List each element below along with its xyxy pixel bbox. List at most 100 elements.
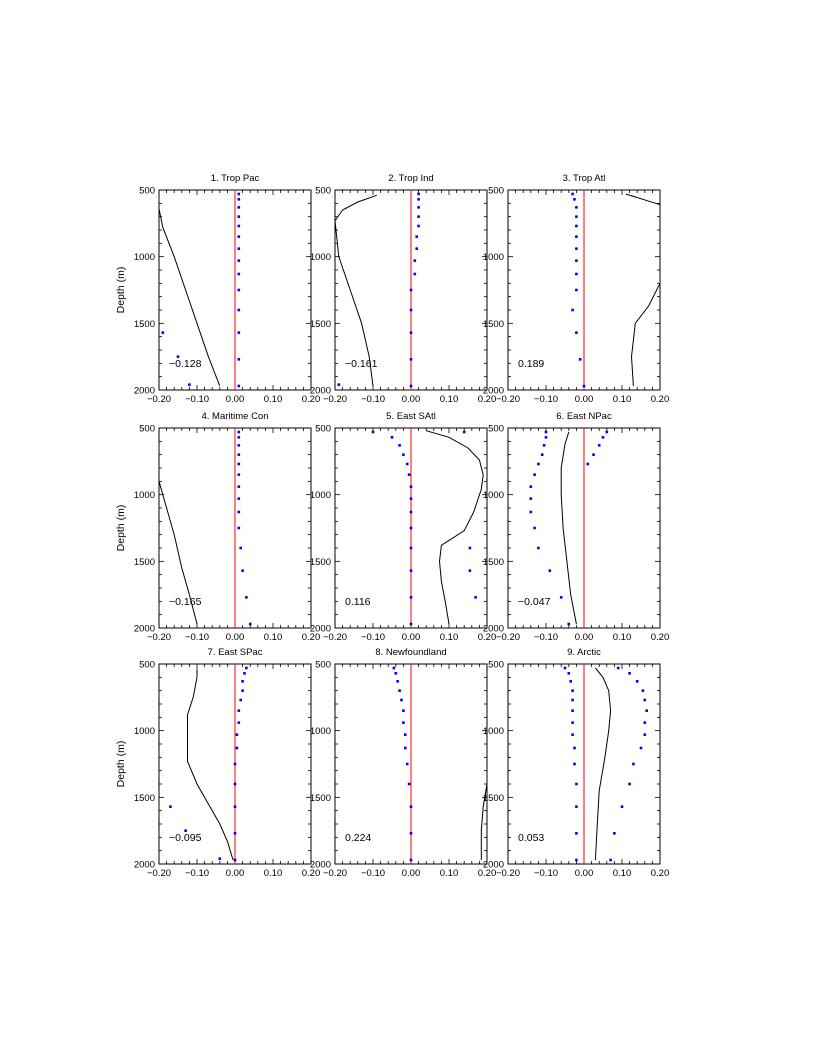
x-tick-label: −0.10 <box>534 632 558 643</box>
data-point <box>409 569 413 572</box>
data-point <box>571 192 574 196</box>
y-tick-label: 500 <box>488 186 504 197</box>
data-point <box>237 192 241 196</box>
y-tick-label: 1000 <box>134 726 155 737</box>
data-point <box>639 746 643 750</box>
series-line <box>334 194 377 387</box>
data-point <box>405 762 409 766</box>
data-point <box>237 224 241 228</box>
data-point <box>468 569 472 572</box>
data-point <box>575 224 578 228</box>
data-point <box>641 689 645 692</box>
data-point <box>237 259 241 262</box>
data-point <box>559 596 563 599</box>
data-point <box>409 384 413 388</box>
data-point <box>544 430 548 434</box>
correlation-value: −0.161 <box>345 358 378 370</box>
x-tick-label: −0.10 <box>361 632 385 643</box>
data-point <box>233 805 237 808</box>
series-line <box>625 193 661 206</box>
data-point <box>237 430 241 434</box>
data-point <box>628 672 631 675</box>
data-point <box>237 497 241 500</box>
y-tick-label: 500 <box>488 424 504 435</box>
panel-4: −0.20 −0.10 0.00 0.10 0.20 500 1000 1500 2000 4. … <box>134 411 320 643</box>
data-point <box>578 358 582 361</box>
data-point <box>571 721 574 724</box>
data-point <box>529 485 533 488</box>
data-point <box>237 436 241 439</box>
y-tick-label: 1500 <box>310 557 331 568</box>
x-tick-label: 0.10 <box>613 632 632 643</box>
data-point <box>537 546 540 550</box>
data-point <box>237 384 241 388</box>
data-point <box>371 430 375 434</box>
data-point <box>415 247 418 250</box>
data-point <box>643 733 647 736</box>
data-point <box>188 383 191 386</box>
data-point <box>409 858 413 862</box>
x-tick-label: 0.20 <box>651 632 670 643</box>
y-axis-label: Depth (m) <box>115 505 127 552</box>
x-tick-label: −0.20 <box>147 632 171 643</box>
data-point <box>233 832 237 835</box>
y-tick-label: 1500 <box>134 319 155 330</box>
data-point <box>237 235 241 238</box>
data-point <box>237 453 241 456</box>
data-point <box>575 805 578 808</box>
data-point <box>409 596 413 599</box>
data-point <box>563 666 567 670</box>
data-point <box>575 858 578 862</box>
y-tick-label: 1000 <box>483 490 504 501</box>
x-tick-label: −0.10 <box>185 632 209 643</box>
data-point <box>417 224 420 228</box>
x-tick-label: 0.20 <box>478 632 497 643</box>
data-point <box>409 308 413 312</box>
y-axis-label: Depth (m) <box>115 267 127 314</box>
series-line <box>594 667 612 861</box>
data-point <box>161 331 165 334</box>
x-tick-label: −0.20 <box>323 868 347 879</box>
data-point <box>533 526 536 530</box>
panel-3: −0.20 −0.10 0.00 0.10 0.20 500 1000 1500 2000 3. … <box>483 173 669 405</box>
y-tick-label: 1500 <box>134 557 155 568</box>
data-point <box>573 198 576 201</box>
data-point <box>404 746 407 750</box>
data-point <box>237 358 241 361</box>
data-point <box>390 436 394 439</box>
data-point <box>417 206 420 209</box>
data-point <box>597 444 601 447</box>
x-tick-label: 0.00 <box>575 394 594 405</box>
data-point <box>402 453 405 456</box>
x-tick-label: −0.20 <box>496 868 520 879</box>
panel-2: −0.20 −0.10 0.00 0.10 0.20 500 1000 1500 2000 2. … <box>310 173 496 405</box>
data-point <box>237 485 241 488</box>
x-tick-label: 0.10 <box>440 394 459 405</box>
x-tick-label: −0.20 <box>496 632 520 643</box>
y-tick-label: 1000 <box>310 490 331 501</box>
data-point <box>537 462 540 466</box>
y-tick-label: 1500 <box>310 319 331 330</box>
x-tick-label: 0.20 <box>302 394 321 405</box>
panel-title: 8. Newfoundland <box>375 647 446 658</box>
data-point <box>235 746 239 750</box>
data-point <box>237 308 241 312</box>
y-tick-label: 2000 <box>310 860 331 871</box>
data-point <box>409 526 413 530</box>
data-point <box>184 829 187 832</box>
x-tick-label: −0.10 <box>534 868 558 879</box>
data-point <box>237 206 241 209</box>
data-point <box>575 331 578 334</box>
data-point <box>571 689 574 692</box>
data-point <box>609 858 612 862</box>
y-tick-label: 1500 <box>483 793 504 804</box>
data-point <box>337 383 341 386</box>
data-point <box>616 666 620 670</box>
data-point <box>237 288 241 292</box>
data-point <box>407 473 411 476</box>
x-tick-label: 0.10 <box>440 632 459 643</box>
x-tick-label: −0.20 <box>147 868 171 879</box>
panel-title: 3. Trop Atl <box>563 173 606 184</box>
